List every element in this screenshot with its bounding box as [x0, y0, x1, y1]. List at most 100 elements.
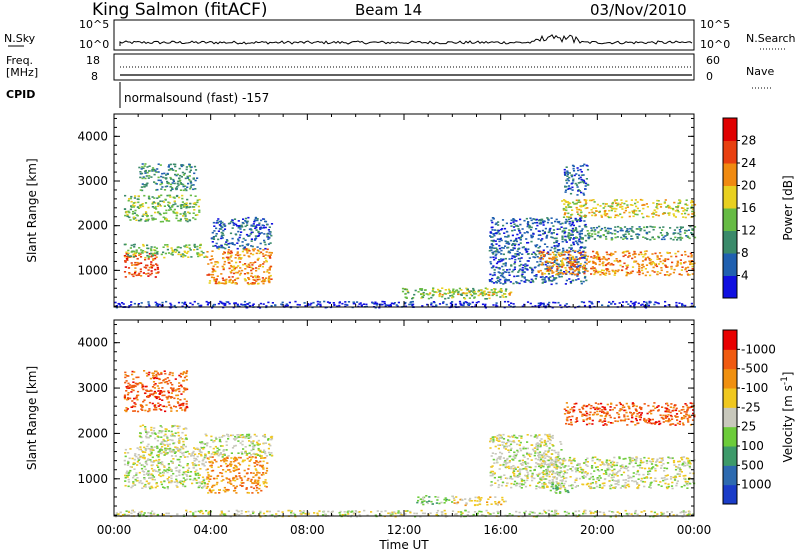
data-pixel — [194, 474, 197, 476]
data-pixel — [223, 252, 226, 254]
data-pixel — [603, 213, 606, 216]
data-pixel — [176, 425, 179, 427]
data-pixel — [174, 248, 177, 251]
data-pixel — [614, 269, 617, 272]
data-pixel — [179, 480, 182, 482]
data-pixel — [664, 235, 667, 237]
data-pixel — [599, 205, 602, 207]
data-pixel — [178, 385, 181, 387]
data-pixel — [638, 226, 641, 228]
data-pixel — [154, 276, 157, 278]
data-pixel — [130, 244, 133, 247]
data-pixel — [583, 271, 586, 273]
data-pixel — [581, 257, 584, 259]
data-pixel — [546, 268, 549, 271]
data-pixel — [127, 485, 130, 488]
data-pixel — [256, 259, 259, 261]
data-pixel — [680, 254, 683, 256]
data-pixel — [604, 258, 607, 260]
data-pixel — [628, 211, 631, 214]
data-pixel — [252, 225, 256, 227]
data-pixel — [185, 203, 188, 206]
data-pixel — [674, 236, 677, 239]
data-pixel — [640, 253, 643, 256]
data-pixel — [665, 231, 669, 234]
data-pixel — [556, 228, 559, 230]
data-pixel — [151, 386, 155, 388]
data-pixel — [189, 478, 192, 481]
data-pixel — [571, 255, 574, 258]
data-pixel — [198, 460, 201, 463]
data-pixel — [238, 256, 241, 259]
data-pixel — [525, 238, 528, 240]
data-pixel — [125, 251, 128, 254]
data-pixel — [619, 206, 622, 208]
data-pixel — [215, 242, 218, 245]
data-pixel — [668, 214, 671, 216]
data-pixel — [146, 182, 149, 185]
data-pixel — [633, 306, 636, 309]
colorbar-tick-label: 28 — [741, 134, 756, 148]
data-pixel — [153, 478, 156, 481]
data-pixel — [180, 384, 183, 387]
data-pixel — [126, 476, 129, 478]
data-pixel — [128, 272, 131, 275]
data-pixel — [135, 219, 138, 221]
data-pixel — [499, 282, 502, 284]
data-pixel — [569, 272, 572, 275]
data-pixel — [445, 498, 448, 501]
data-pixel — [206, 274, 209, 276]
data-pixel — [565, 185, 568, 188]
data-pixel — [184, 388, 187, 391]
data-pixel — [374, 301, 377, 304]
data-pixel — [185, 252, 189, 254]
data-pixel — [254, 227, 257, 230]
data-pixel — [549, 439, 552, 442]
data-pixel — [139, 204, 142, 207]
data-pixel — [554, 220, 557, 223]
data-pixel — [258, 472, 261, 474]
data-pixel — [626, 237, 629, 240]
data-pixel — [157, 466, 160, 468]
data-pixel — [203, 485, 206, 487]
data-pixel — [498, 290, 501, 293]
data-pixel — [217, 238, 220, 241]
data-pixel — [632, 231, 635, 233]
data-pixel — [137, 252, 141, 255]
data-pixel — [157, 211, 160, 213]
data-pixel — [151, 456, 154, 459]
data-pixel — [466, 292, 469, 294]
data-pixel — [641, 303, 644, 306]
data-pixel — [155, 470, 158, 472]
data-pixel — [243, 254, 246, 257]
data-pixel — [268, 443, 271, 446]
data-pixel — [150, 248, 153, 250]
data-pixel — [489, 279, 492, 282]
data-pixel — [169, 406, 172, 409]
data-pixel — [675, 305, 678, 308]
data-pixel — [585, 199, 588, 201]
data-pixel — [147, 447, 151, 450]
data-pixel — [145, 175, 148, 177]
data-pixel — [539, 269, 542, 272]
data-pixel — [150, 214, 153, 217]
data-pixel — [240, 436, 244, 439]
data-pixel — [579, 176, 582, 179]
data-pixel — [171, 439, 174, 441]
data-pixel — [566, 271, 569, 273]
data-pixel — [221, 221, 224, 224]
data-pixel — [478, 500, 481, 503]
data-pixel — [225, 241, 228, 243]
data-pixel — [265, 277, 268, 279]
data-pixel — [504, 290, 507, 292]
data-pixel — [264, 485, 267, 487]
data-pixel — [239, 456, 242, 459]
data-pixel — [178, 442, 181, 444]
data-pixel — [492, 240, 495, 243]
data-pixel — [262, 472, 265, 474]
data-pixel — [222, 267, 225, 269]
data-pixel — [123, 396, 126, 399]
data-pixel — [268, 226, 271, 228]
data-pixel — [243, 475, 246, 478]
data-pixel — [563, 168, 566, 171]
